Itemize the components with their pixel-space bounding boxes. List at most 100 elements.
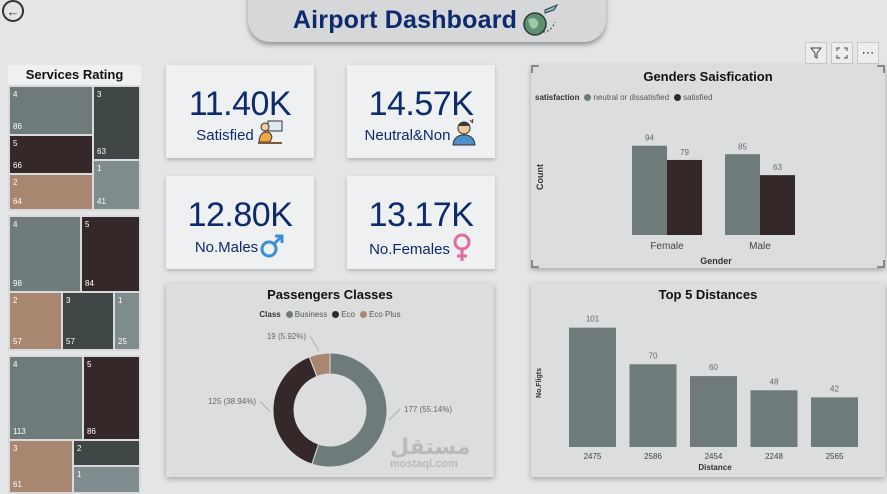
slice-label: 125 (38.94%) <box>208 397 256 406</box>
page-title: Airport Dashboard <box>292 5 518 34</box>
legend-swatch <box>285 311 293 318</box>
kpi-neutral: 14.57K Neutral&Non <box>347 65 495 158</box>
treemap-1[interactable]: 4 86 3 63 5 66 2 64 1 41 <box>8 85 141 211</box>
treemap-tile[interactable]: 1 41 <box>94 161 139 209</box>
x-axis-label: Distance <box>698 463 732 472</box>
x-axis-label: Gender <box>700 256 732 266</box>
data-label: 85 <box>738 142 747 151</box>
kpi-label: Neutral&Non <box>364 127 451 144</box>
data-label: 48 <box>770 377 779 386</box>
back-button[interactable]: ← <box>2 0 24 22</box>
data-label: 42 <box>830 384 839 393</box>
bar <box>629 364 677 447</box>
kpi-value: 13.17K <box>368 196 474 234</box>
kpi-males: 12.80K No.Males <box>166 176 314 269</box>
x-tick-label: 2454 <box>705 452 723 461</box>
treemap-tile[interactable]: 1 25 <box>115 293 139 349</box>
passenger-classes-chart[interactable]: Passengers Classes Class Business Eco Ec… <box>166 283 494 477</box>
female-symbol-icon <box>453 233 471 261</box>
legend-title: Class <box>259 310 281 319</box>
treemap-tile[interactable]: 1 <box>74 467 139 492</box>
stressed-person-icon <box>452 118 476 146</box>
treemap-tile[interactable]: 2 64 <box>10 175 92 209</box>
legend-item: Business <box>294 310 328 319</box>
watermark-arabic: مستقل <box>390 434 471 459</box>
leader-line <box>259 400 271 412</box>
treemap-tile[interactable]: 2 57 <box>10 293 61 349</box>
kpi-satisfied: 11.40K Satisfied <box>166 65 314 158</box>
satisfied-person-icon <box>257 120 283 144</box>
kpi-label: No.Females <box>369 241 450 258</box>
data-label: 70 <box>649 351 658 360</box>
top-distances-chart[interactable]: Top 5 Distances No.Fligts 101 2475 70 2586 60… <box>531 283 885 477</box>
treemap-tile[interactable]: 2 <box>74 441 139 465</box>
expand-icon <box>836 47 848 59</box>
kpi-value: 14.57K <box>368 85 474 123</box>
data-label: 63 <box>773 163 782 172</box>
bar <box>667 159 702 235</box>
data-label: 101 <box>586 315 600 324</box>
leader-line <box>388 408 401 420</box>
chart-title: Genders Saisfication <box>643 69 773 84</box>
x-tick-label: 2475 <box>584 452 602 461</box>
legend-swatch <box>584 94 592 101</box>
male-symbol-icon <box>260 234 284 258</box>
services-rating-title: Services Rating <box>8 65 141 85</box>
bar <box>690 376 737 447</box>
genders-bar-plot: Count 94 79 Female 85 63 Male Gender <box>535 134 795 266</box>
y-axis-label: No.Fligts <box>536 368 543 398</box>
distances-bar-plot: No.Fligts 101 2475 70 2586 60 2454 48 2248 42 2565… <box>536 315 858 472</box>
treemap-tile[interactable]: 4 113 <box>10 357 82 439</box>
genders-chart[interactable]: Genders Saisfication satisfaction neutra… <box>531 65 885 268</box>
slice-label: 177 (55.14%) <box>404 405 452 414</box>
slice-label: 19 (5.92%) <box>267 332 306 341</box>
legend-item: Eco Plus <box>369 310 401 319</box>
donut-slice <box>308 352 331 378</box>
legend-swatch <box>360 311 368 318</box>
donut-slice <box>311 352 388 468</box>
treemap-tile[interactable]: 5 66 <box>10 136 92 173</box>
filter-button[interactable] <box>805 42 827 64</box>
watermark: مستقل mostaql.com <box>390 434 471 471</box>
data-label: 60 <box>709 363 718 372</box>
treemap-3[interactable]: 4 113 5 86 3 61 2 1 <box>8 355 141 494</box>
kpi-value: 12.80K <box>187 196 293 234</box>
more-icon: ⋯ <box>861 45 875 60</box>
kpi-females: 13.17K No.Females <box>347 176 495 269</box>
treemap-tile[interactable]: 3 63 <box>94 87 139 159</box>
treemap-tile[interactable]: 4 86 <box>10 87 92 134</box>
legend-swatch <box>332 311 340 318</box>
bar <box>569 327 616 447</box>
bar <box>811 397 858 447</box>
x-tick-label: Male <box>749 241 771 252</box>
treemap-2[interactable]: 4 98 5 84 2 57 3 57 1 25 <box>8 215 141 351</box>
kpi-label: No.Males <box>194 239 259 256</box>
chart-legend: Class Business Eco Eco Plus <box>166 310 494 319</box>
kpi-label: Satisfied <box>196 127 254 144</box>
y-axis-label: Count <box>535 164 545 190</box>
treemap-tile[interactable]: 4 98 <box>10 217 80 291</box>
visual-toolbar: ⋯ <box>805 42 879 64</box>
chart-legend: satisfaction neutral or dissatisfied sat… <box>535 93 712 102</box>
title-banner: Airport Dashboard <box>248 0 606 42</box>
globe-plane-icon <box>523 3 559 36</box>
bar <box>760 175 795 235</box>
bar <box>632 145 667 235</box>
chart-title: Top 5 Distances <box>658 287 758 302</box>
treemap-tile[interactable]: 3 57 <box>63 293 113 349</box>
data-label: 94 <box>645 134 654 143</box>
legend-title: satisfaction <box>535 93 580 102</box>
expand-button[interactable] <box>831 42 853 64</box>
donut-slice <box>272 356 320 465</box>
treemap-tile[interactable]: 5 84 <box>82 217 139 291</box>
data-label: 79 <box>680 148 689 157</box>
legend-swatch <box>674 94 682 101</box>
leader-line <box>309 335 320 352</box>
x-tick-label: Female <box>650 241 684 252</box>
chart-title: Passengers Classes <box>267 287 393 302</box>
donut-plot: 177 (55.14%) 125 (38.94%) 19 (5.92%) <box>208 332 452 468</box>
treemap-tile[interactable]: 5 86 <box>84 357 139 439</box>
x-tick-label: 2248 <box>765 452 783 461</box>
more-options-button[interactable]: ⋯ <box>857 42 879 64</box>
treemap-tile[interactable]: 3 61 <box>10 441 72 492</box>
